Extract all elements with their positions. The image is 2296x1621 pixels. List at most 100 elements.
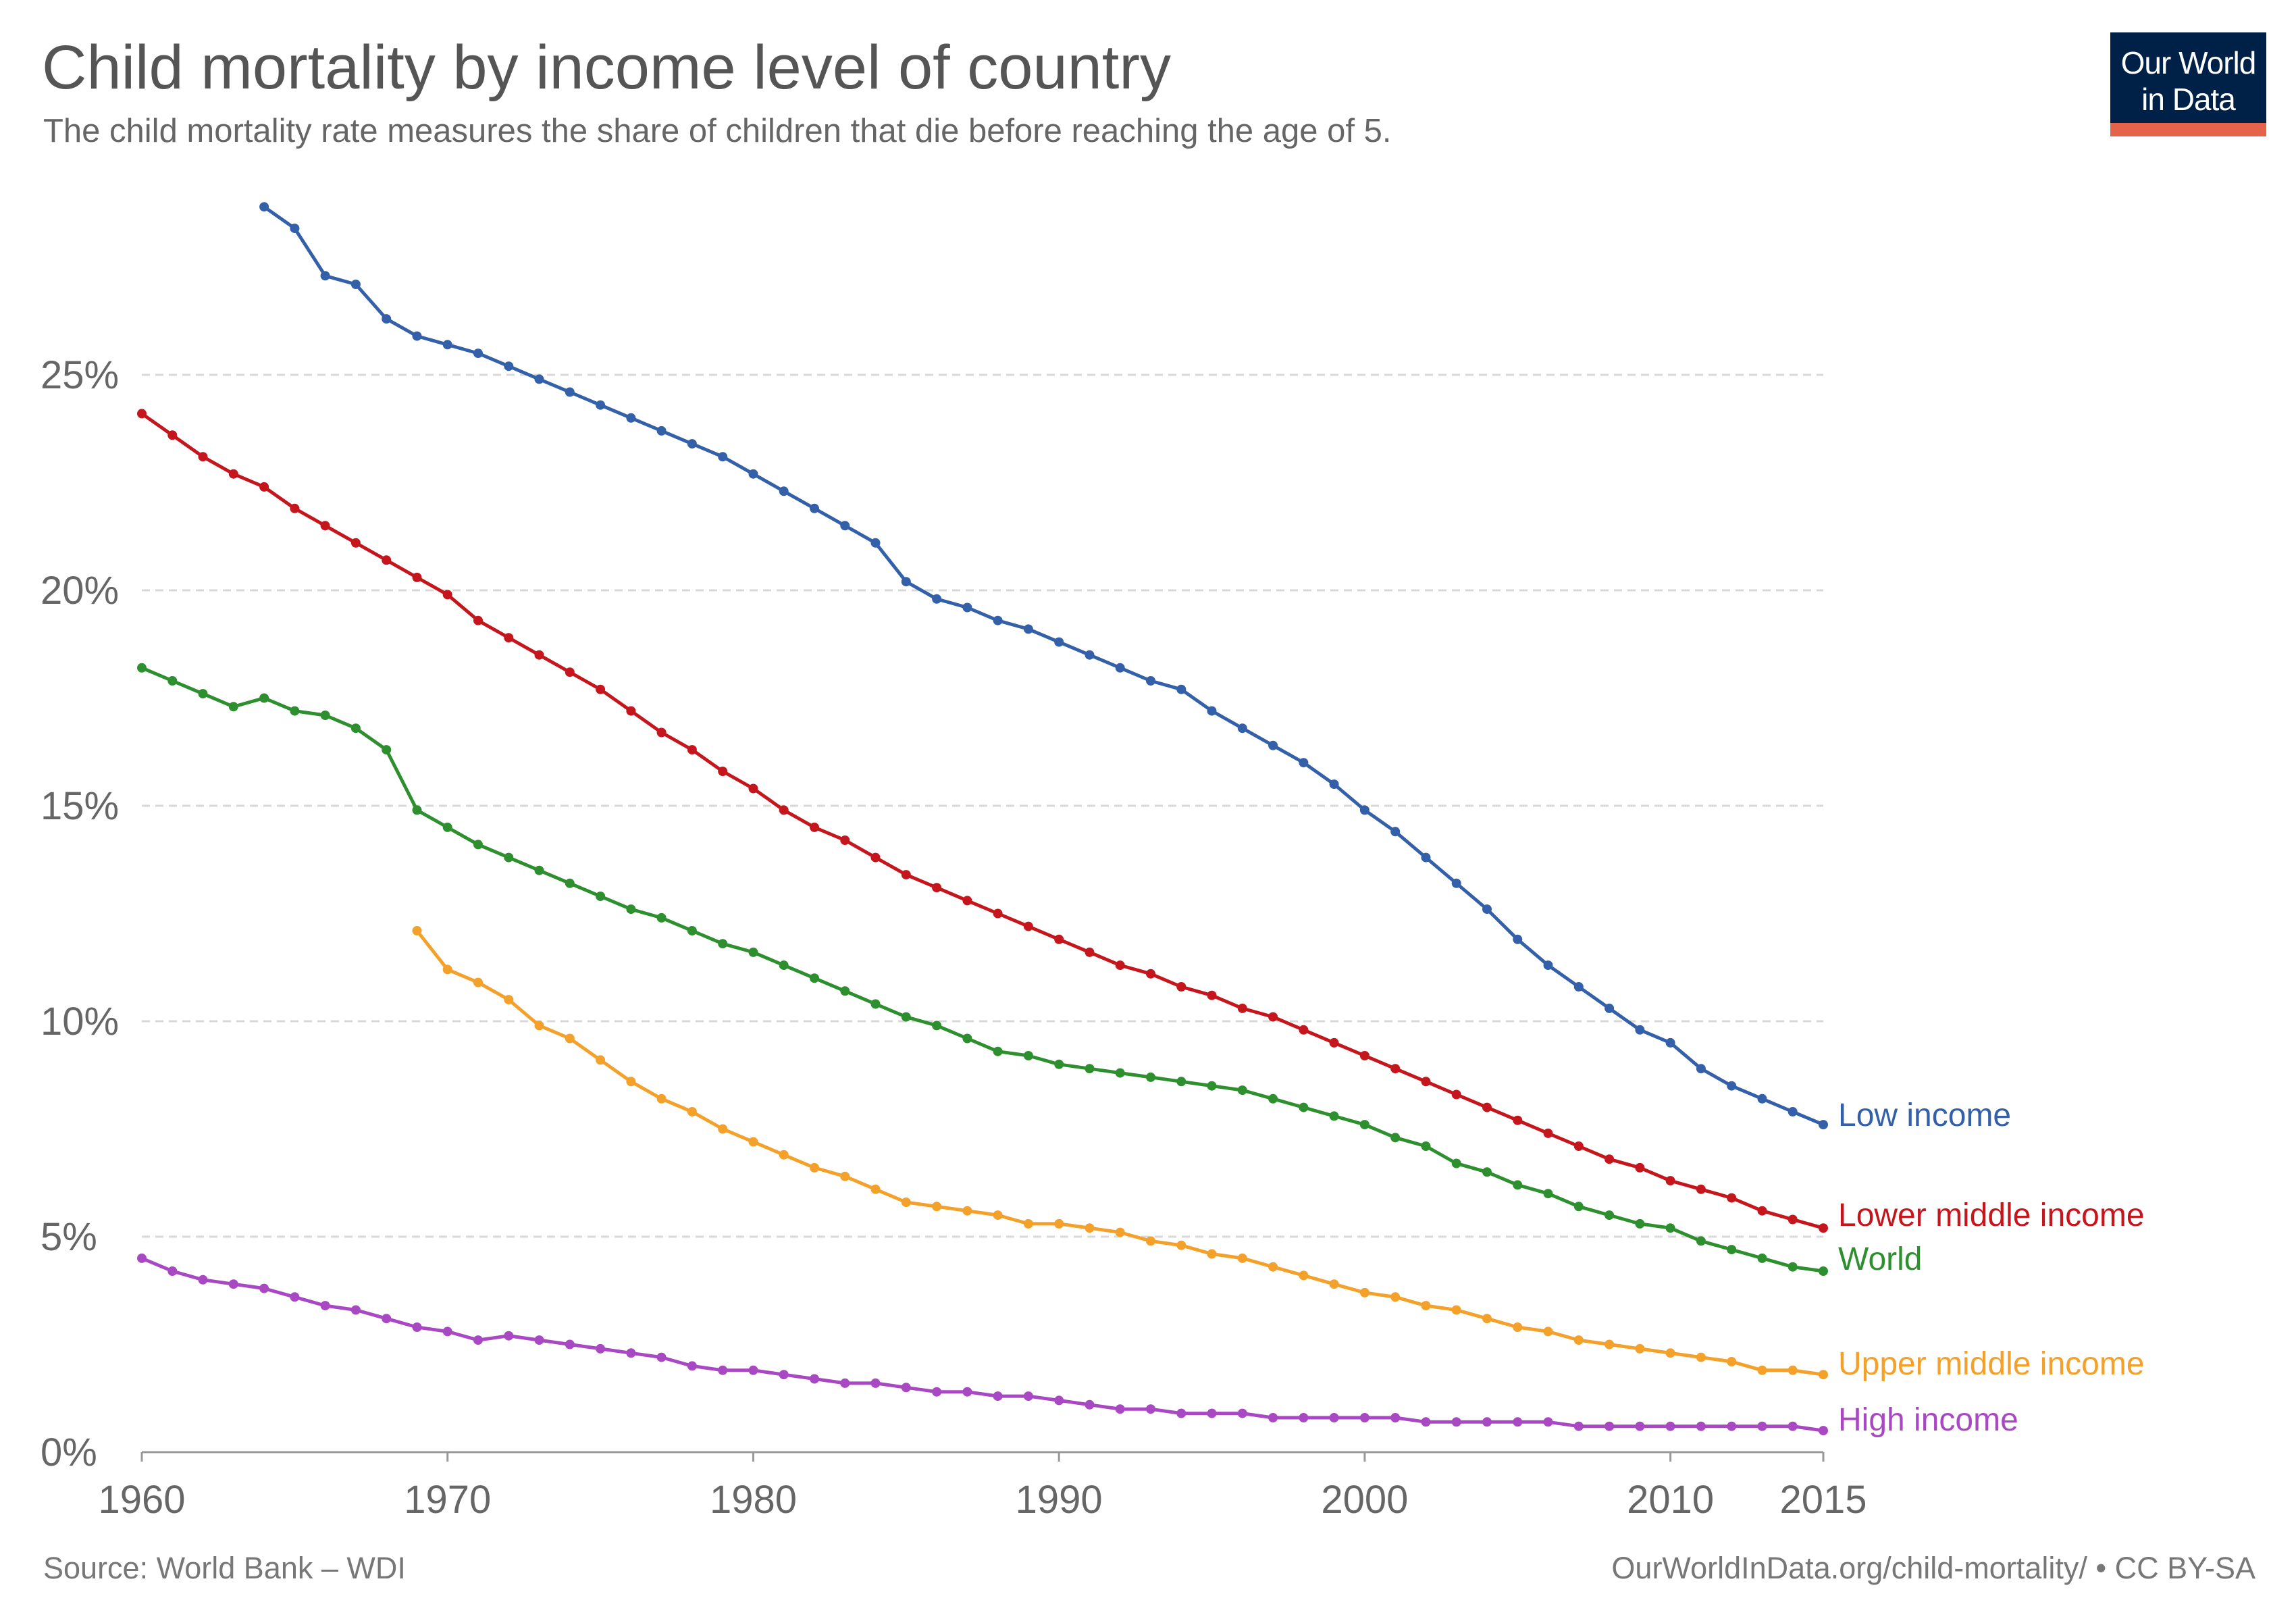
point-lower-middle-income-2007: [1573, 1141, 1584, 1151]
license-link[interactable]: OurWorldInData.org/child-mortality/ • CC…: [1611, 1551, 2255, 1585]
point-high-income-2010: [1665, 1421, 1675, 1431]
point-low-income-2010: [1665, 1037, 1675, 1048]
point-low-income-2014: [1788, 1107, 1798, 1116]
point-upper-middle-income-1996: [1237, 1253, 1247, 1263]
point-high-income-2013: [1757, 1421, 1767, 1431]
point-lower-middle-income-1976: [626, 706, 636, 716]
point-lower-middle-income-1995: [1207, 990, 1217, 1000]
point-low-income-2015: [1819, 1120, 1828, 1130]
point-high-income-2007: [1573, 1421, 1584, 1431]
point-low-income-2007: [1573, 982, 1584, 992]
chart-subtitle: The child mortality rate measures the sh…: [43, 113, 1392, 149]
point-world-1970: [442, 822, 452, 832]
point-high-income-1991: [1085, 1399, 1095, 1410]
point-upper-middle-income-1994: [1176, 1240, 1186, 1250]
point-high-income-1984: [870, 1378, 881, 1388]
point-low-income-2002: [1421, 852, 1431, 863]
point-high-income-1998: [1299, 1413, 1309, 1422]
point-world-2004: [1482, 1167, 1492, 1177]
point-upper-middle-income-1982: [810, 1162, 819, 1173]
point-world-2001: [1390, 1133, 1401, 1143]
point-upper-middle-income-2007: [1573, 1335, 1584, 1345]
point-world-1998: [1299, 1102, 1309, 1112]
series-line-low-income: [263, 205, 1824, 1127]
point-high-income-1967: [350, 1305, 361, 1315]
point-lower-middle-income-1970: [442, 590, 452, 600]
point-low-income-1993: [1146, 676, 1155, 686]
point-world-1966: [320, 711, 330, 720]
point-lower-middle-income-1971: [473, 615, 483, 625]
point-low-income-1992: [1115, 663, 1125, 673]
point-high-income-1999: [1329, 1413, 1339, 1422]
point-high-income-1974: [565, 1339, 575, 1349]
point-upper-middle-income-2000: [1359, 1287, 1369, 1297]
point-high-income-1968: [382, 1314, 392, 1324]
point-high-income-2006: [1543, 1417, 1553, 1427]
y-tick-label-15: 15%: [41, 784, 119, 828]
point-low-income-1970: [442, 340, 452, 350]
point-lower-middle-income-1999: [1329, 1037, 1339, 1048]
point-high-income-1995: [1207, 1408, 1217, 1418]
axis-layer: 0% 5% 10% 15% 20% 25% 1960 1970 1980 1990 2000 2010…: [41, 353, 1867, 1522]
point-high-income-1966: [320, 1301, 330, 1311]
point-high-income-1980: [748, 1365, 758, 1375]
point-upper-middle-income-1987: [962, 1206, 972, 1216]
point-upper-middle-income-1999: [1329, 1279, 1339, 1289]
point-upper-middle-income-2012: [1727, 1357, 1737, 1366]
point-high-income-1983: [840, 1378, 850, 1388]
point-low-income-1979: [718, 452, 728, 462]
point-upper-middle-income-2011: [1696, 1352, 1706, 1362]
point-low-income-1984: [870, 538, 881, 548]
point-low-income-1996: [1237, 723, 1247, 734]
point-high-income-2003: [1451, 1417, 1461, 1427]
point-high-income-1971: [473, 1335, 483, 1345]
point-lower-middle-income-2000: [1359, 1051, 1369, 1060]
point-high-income-2001: [1390, 1413, 1401, 1422]
point-lower-middle-income-2004: [1482, 1102, 1492, 1112]
point-low-income-2009: [1635, 1025, 1645, 1035]
point-high-income-1985: [901, 1383, 911, 1393]
point-low-income-1994: [1176, 684, 1186, 694]
point-world-1993: [1146, 1072, 1155, 1082]
point-lower-middle-income-2003: [1451, 1089, 1461, 1100]
point-world-1992: [1115, 1068, 1125, 1078]
point-upper-middle-income-1980: [748, 1137, 758, 1147]
point-lower-middle-income-1968: [382, 555, 392, 565]
point-high-income-1993: [1146, 1404, 1155, 1414]
point-high-income-1996: [1237, 1408, 1247, 1418]
logo-accent-bar: [2110, 123, 2266, 136]
series-line-upper-middle-income: [415, 929, 1824, 1376]
point-low-income-1978: [687, 439, 697, 449]
point-world-1961: [167, 676, 178, 686]
point-upper-middle-income-2003: [1451, 1305, 1461, 1315]
point-world-1996: [1237, 1085, 1247, 1096]
point-high-income-1981: [779, 1370, 789, 1380]
point-upper-middle-income-1969: [412, 926, 422, 935]
point-low-income-1983: [840, 521, 850, 531]
point-world-1986: [932, 1021, 942, 1031]
y-tick-label-5: 5%: [41, 1215, 97, 1259]
point-world-1973: [534, 865, 544, 875]
point-high-income-1975: [596, 1343, 606, 1354]
owid-logo[interactable]: Our World in Data: [2110, 32, 2266, 136]
point-world-2007: [1573, 1202, 1584, 1212]
point-world-2013: [1757, 1253, 1767, 1263]
point-lower-middle-income-1969: [412, 572, 422, 582]
point-upper-middle-income-1972: [504, 995, 514, 1005]
point-world-1994: [1176, 1077, 1186, 1087]
point-upper-middle-income-1977: [656, 1093, 667, 1104]
point-upper-middle-income-1978: [687, 1107, 697, 1116]
point-upper-middle-income-1990: [1054, 1218, 1064, 1229]
point-lower-middle-income-1982: [810, 822, 819, 832]
point-high-income-1992: [1115, 1404, 1125, 1414]
point-world-2010: [1665, 1223, 1675, 1233]
point-high-income-1961: [167, 1266, 178, 1276]
point-lower-middle-income-1972: [504, 633, 514, 643]
point-low-income-1966: [320, 271, 330, 281]
point-upper-middle-income-1992: [1115, 1227, 1125, 1237]
logo-line-2: in Data: [2141, 82, 2236, 117]
point-high-income-2012: [1727, 1421, 1737, 1431]
point-high-income-1970: [442, 1327, 452, 1337]
point-lower-middle-income-1994: [1176, 982, 1186, 992]
